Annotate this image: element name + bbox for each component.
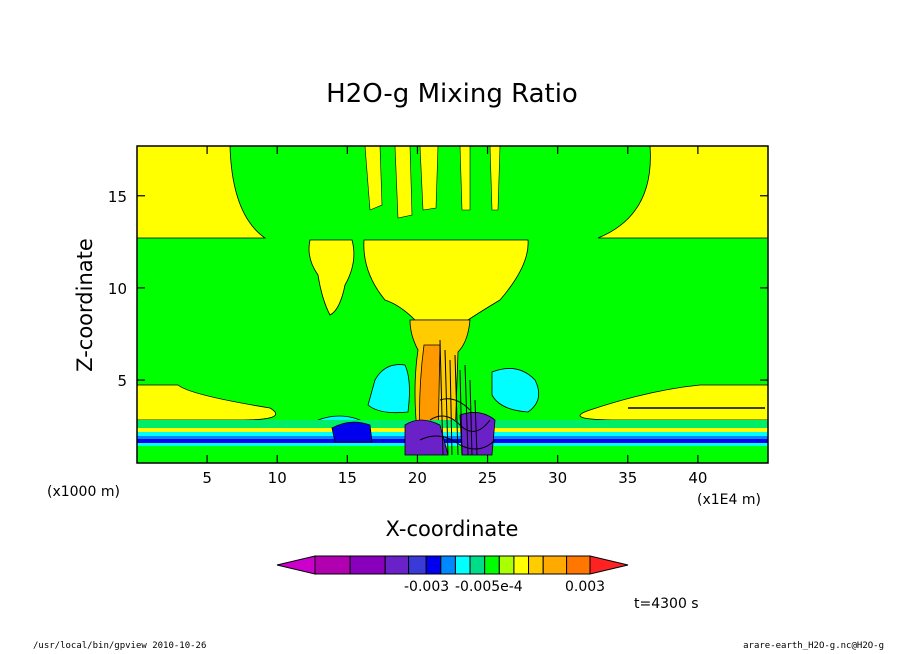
- field-yellow-strata-top: [364, 146, 501, 219]
- x-tick-label-3: 20: [408, 469, 427, 487]
- colorbar-cell-12: [542, 555, 568, 575]
- footer-left: /usr/local/bin/gpview 2010-10-26: [33, 641, 207, 651]
- x-tick-label-0: 5: [202, 469, 212, 487]
- colorbar-cell-7: [469, 555, 486, 575]
- time-label: t=4300 s: [634, 596, 699, 612]
- x-unit-right: (x1E4 m): [697, 492, 761, 508]
- chart-title: H2O-g Mixing Ratio: [326, 79, 578, 109]
- plot-area: [136, 145, 769, 464]
- field-yellow-lower-right: [579, 384, 768, 421]
- colorbar-label-1: -0.005e-4: [455, 579, 523, 595]
- colorbar: [276, 555, 629, 575]
- band-green-light: [137, 420, 768, 428]
- band-cyan-lower: [137, 443, 768, 446]
- field-yellow-upper-left: [137, 146, 267, 239]
- x-tick-label-2: 15: [338, 469, 357, 487]
- colorbar-cell-13: [566, 555, 591, 575]
- y-tick-label-1: 10: [108, 280, 127, 298]
- colorbar-cell-11: [528, 555, 544, 575]
- field-yellow-upper-right: [597, 146, 768, 239]
- x-axis: 5 10 15 20 25 30 35 40: [202, 146, 707, 487]
- colorbar-cell-2: [384, 555, 410, 575]
- colorbar-max-arrow: [589, 555, 629, 575]
- x-tick-label-4: 25: [478, 469, 497, 487]
- field-yellow-lower-left: [137, 384, 277, 421]
- colorbar-cell-0: [314, 555, 351, 575]
- colorbar-cell-1: [349, 555, 386, 575]
- band-green-bottom: [137, 446, 768, 463]
- x-tick-label-5: 30: [548, 469, 567, 487]
- y-tick-label-2: 15: [108, 188, 127, 206]
- y-tick-label-0: 5: [117, 372, 127, 390]
- x-axis-label: X-coordinate: [386, 517, 519, 541]
- field-blue-blob: [331, 421, 373, 443]
- band-cyan: [137, 432, 768, 436]
- field-cyan-right: [491, 368, 540, 413]
- field-cyan-left: [367, 364, 410, 414]
- colorbar-cell-4: [425, 555, 442, 575]
- colorbar-cell-5: [440, 555, 456, 575]
- colorbar-cell-9: [498, 555, 515, 575]
- band-light-blue: [137, 436, 768, 439]
- colorbar-label-0: -0.003: [404, 579, 449, 595]
- field-yellow-plume-left: [308, 239, 355, 316]
- band-yellow-thin: [137, 428, 768, 432]
- x-tick-label-7: 40: [688, 469, 707, 487]
- y-axis-label: Z-coordinate: [73, 238, 97, 372]
- x-unit-left: (x1000 m): [47, 484, 120, 500]
- colorbar-cell-8: [484, 555, 500, 575]
- footer-right: arare-earth_H2O-g.nc@H2O-g: [743, 641, 884, 651]
- y-axis: 5 10 15: [108, 188, 768, 390]
- turbulent-contours: [419, 339, 496, 456]
- colorbar-cell-6: [454, 555, 471, 575]
- x-tick-label-6: 35: [618, 469, 637, 487]
- band-blue: [137, 439, 768, 443]
- field-purple-blob: [404, 412, 496, 456]
- colorbar-label-2: 0.003: [565, 579, 605, 595]
- colorbar-min-arrow: [276, 555, 316, 575]
- x-tick-label-1: 10: [268, 469, 287, 487]
- plot-frame: [136, 145, 769, 464]
- colorbar-cell-10: [513, 555, 530, 575]
- colorbar-cell-3: [408, 555, 427, 575]
